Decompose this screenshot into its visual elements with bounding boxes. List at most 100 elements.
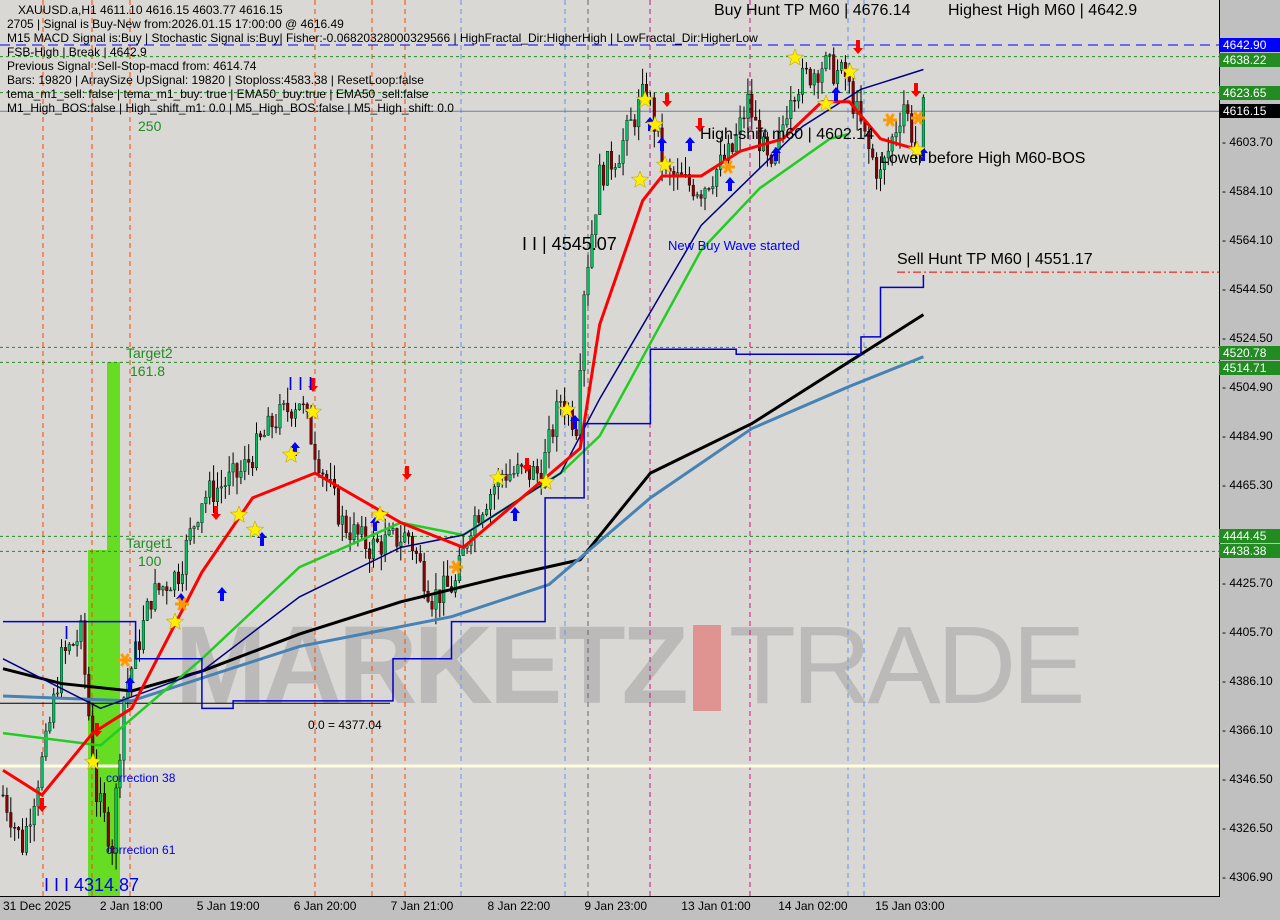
- time-tick-label: 14 Jan 02:00: [778, 899, 848, 913]
- candle-body: [606, 151, 610, 186]
- price-tag: 4438.38: [1219, 544, 1280, 559]
- candle-body: [882, 157, 886, 170]
- candle-body: [40, 756, 44, 788]
- sell-arrow-icon: [695, 118, 705, 132]
- candle-body: [801, 67, 805, 95]
- candle-body: [161, 586, 165, 591]
- candle-body: [184, 540, 188, 575]
- candle-body: [879, 169, 883, 179]
- candle-body: [715, 169, 719, 187]
- candle-body: [247, 459, 251, 463]
- candle-body: [797, 94, 801, 102]
- price-tag: 4623.65: [1219, 85, 1280, 100]
- candle-body: [418, 553, 422, 562]
- candle-body: [652, 97, 656, 132]
- candle-body: [48, 722, 52, 732]
- candle-body: [625, 119, 629, 141]
- high-shift-label: High-shift m60 | 4602.14: [700, 126, 875, 143]
- star-icon: [165, 612, 185, 630]
- correction-38-label: correction 38: [106, 771, 176, 785]
- price-tick-label: - 4346.50: [1222, 771, 1273, 786]
- price-tick-label: - 4504.90: [1222, 379, 1273, 394]
- candle-body: [235, 463, 239, 478]
- candle-body: [414, 550, 418, 554]
- candle-body: [840, 62, 844, 71]
- candle-body: [379, 541, 383, 555]
- candle-body: [262, 434, 266, 438]
- candle-body: [535, 466, 539, 474]
- candle-body: [910, 113, 914, 143]
- info-line-6: M1_High_BOS:false | High_shift_m1: 0.0 |…: [7, 101, 454, 115]
- candle-body: [219, 486, 223, 489]
- candle-body: [430, 601, 434, 610]
- candle-body: [578, 370, 582, 436]
- watermark-red-bar: [692, 625, 721, 711]
- candle-body: [824, 55, 828, 70]
- candle-body: [383, 534, 387, 555]
- candle-body: [411, 535, 415, 552]
- candle-body: [859, 101, 863, 122]
- price-tag: 4638.22: [1219, 53, 1280, 67]
- candle-body: [17, 827, 21, 831]
- candle-body: [254, 433, 258, 469]
- candle-body: [399, 541, 403, 547]
- candle-body: [1, 794, 5, 797]
- candle-body: [902, 104, 906, 127]
- signal-cross-icon: [118, 653, 132, 667]
- target-bar-2: [107, 362, 120, 552]
- sell-arrow-icon: [37, 798, 47, 812]
- star-icon: [785, 48, 805, 66]
- sell-arrow-icon: [92, 723, 102, 737]
- candle-body: [24, 825, 28, 853]
- candle-body: [173, 571, 177, 591]
- candle-body: [239, 471, 243, 478]
- candle-body: [153, 583, 157, 610]
- candle-body: [699, 194, 703, 199]
- candle-body: [204, 496, 208, 504]
- candle-body: [613, 167, 617, 170]
- candle-body: [617, 163, 621, 168]
- candle-body: [258, 433, 262, 438]
- candle-body: [13, 827, 17, 829]
- candle-body: [812, 73, 816, 86]
- target2-label: Target2: [126, 345, 173, 361]
- star-icon: [630, 170, 650, 188]
- buy-arrow-icon: [510, 507, 520, 521]
- candle-body: [504, 473, 508, 481]
- candle-body: [348, 532, 352, 541]
- buy-arrow-icon: [657, 137, 667, 151]
- sell-arrow-icon: [662, 93, 672, 107]
- buy-arrow-icon: [771, 147, 781, 161]
- price-tick-label: - 4584.10: [1222, 183, 1273, 198]
- chart-plot-area[interactable]: MARKETZ TRADE XAUUSD.a,H1 4611.10 4616.15…: [0, 0, 1220, 897]
- price-tag: 4616.15: [1219, 104, 1280, 119]
- candle-body: [231, 463, 235, 473]
- candle-body: [145, 601, 149, 621]
- candle-body: [738, 117, 742, 135]
- candle-body: [44, 730, 48, 758]
- candle-body: [629, 119, 633, 121]
- sell-hunt-label: Sell Hunt TP M60 | 4551.17: [897, 251, 1093, 268]
- candle-body: [609, 151, 613, 170]
- candle-body: [543, 452, 547, 488]
- candle-body: [340, 515, 344, 525]
- candle-body: [270, 415, 274, 428]
- level-250-label: 250: [138, 118, 162, 134]
- zero-level-label: 0.0 = 4377.04: [308, 718, 382, 732]
- candle-body: [828, 54, 832, 56]
- candle-body: [286, 402, 290, 413]
- candle-body: [492, 486, 496, 495]
- candle-body: [453, 580, 457, 593]
- candle-body: [528, 465, 532, 480]
- candle-body: [711, 186, 715, 189]
- candle-body: [278, 404, 282, 429]
- candle-body: [602, 164, 606, 186]
- star-icon: [536, 472, 556, 490]
- info-line-4: Bars: 19820 | ArraySize UpSignal: 19820 …: [7, 73, 424, 87]
- candle-body: [703, 188, 707, 199]
- candle-body: [551, 429, 555, 437]
- candle-body: [586, 267, 590, 296]
- star-icon: [557, 400, 577, 418]
- signal-cross-icon: [721, 160, 735, 174]
- sell-arrow-icon: [522, 458, 532, 472]
